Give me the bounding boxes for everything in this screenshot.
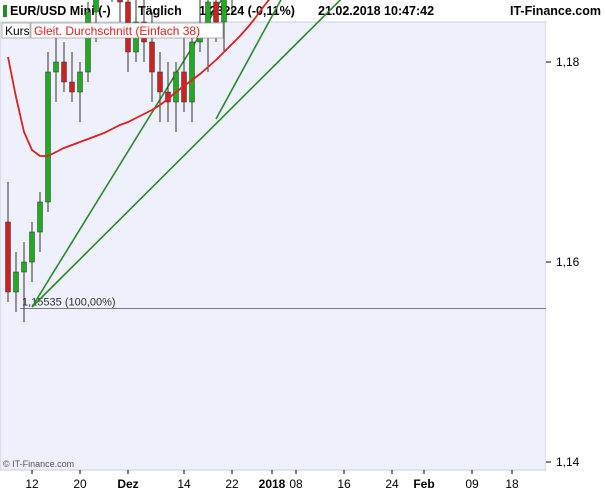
legend-kurs: Kurs [5,24,30,38]
x-tick-label: 18 [505,477,519,491]
legend-ma: Gleit. Durchschnitt (Einfach 38) [34,24,200,38]
header-marker [3,5,7,17]
candle-body-down [149,41,155,73]
legend-ma-box [30,22,224,39]
header-datetime: 21.02.2018 10:47:42 [318,4,434,18]
candle-body-up [189,41,195,103]
moving-average-layer [7,0,270,157]
x-tick-label: 16 [337,477,351,491]
header-brand: IT-Finance.com [510,4,601,18]
footer-copyright: © IT-Finance.com [3,459,74,469]
x-tick-label: 2018 [259,477,286,491]
moving-average-line [7,0,270,157]
candle-body-up [29,231,35,263]
candle-body-up [45,71,51,203]
candle-body-down [157,71,163,93]
candle-body-up [77,71,83,93]
candle-body-down [69,81,75,93]
legend: Kurs Gleit. Durchschnitt (Einfach 38) [1,22,224,39]
legend-kurs-box [1,22,31,39]
fibonacci-layer: 1,25562 (0,00%)1,23196 (23,60%)1,21732 (… [20,297,546,309]
trend-line [215,0,282,120]
x-tick-label: 09 [465,477,479,491]
candle-body-down [213,1,219,23]
fib-level-label: 1,15535 (100,00%) [22,297,116,309]
x-tick-label: 08 [289,477,303,491]
candle-body-up [53,61,59,73]
x-tick-label: 24 [385,477,399,491]
x-tick-label: 14 [177,477,191,491]
candle-body-up [37,201,43,233]
candle-body-up [13,271,19,293]
candle-body-up [85,11,91,73]
candle-body-down [61,61,67,83]
y-axis: 1,141,161,181,21,221,241,261,281,23123 [546,55,580,469]
candle-layer [5,0,233,322]
x-tick-label: 12 [25,477,39,491]
y-tick-label: 1,18 [556,55,580,69]
x-tick-label: Feb [413,477,434,491]
candle-body-down [5,221,11,293]
trend-line [31,0,223,308]
x-axis: 12 20 Dez 14 22 2018 08 16 24 Feb 09 18 [25,470,519,491]
candle-body-up [93,0,99,13]
x-tick-label: 22 [225,477,239,491]
candle-body-up [221,0,227,23]
price-axis [546,22,605,470]
header-band [0,0,605,22]
x-tick-label: 20 [73,477,87,491]
y-tick-label: 1,16 [556,255,580,269]
x-tick-label: Dez [117,477,138,491]
header-interval: Täglich [138,4,182,18]
candle-body-down [117,0,123,3]
trendline-layer [31,0,342,308]
plot-area [0,21,547,471]
candle-body-up [173,71,179,103]
trend-line [31,0,342,308]
candle-body-up [21,261,27,273]
y-tick-label: 1,14 [556,455,580,469]
